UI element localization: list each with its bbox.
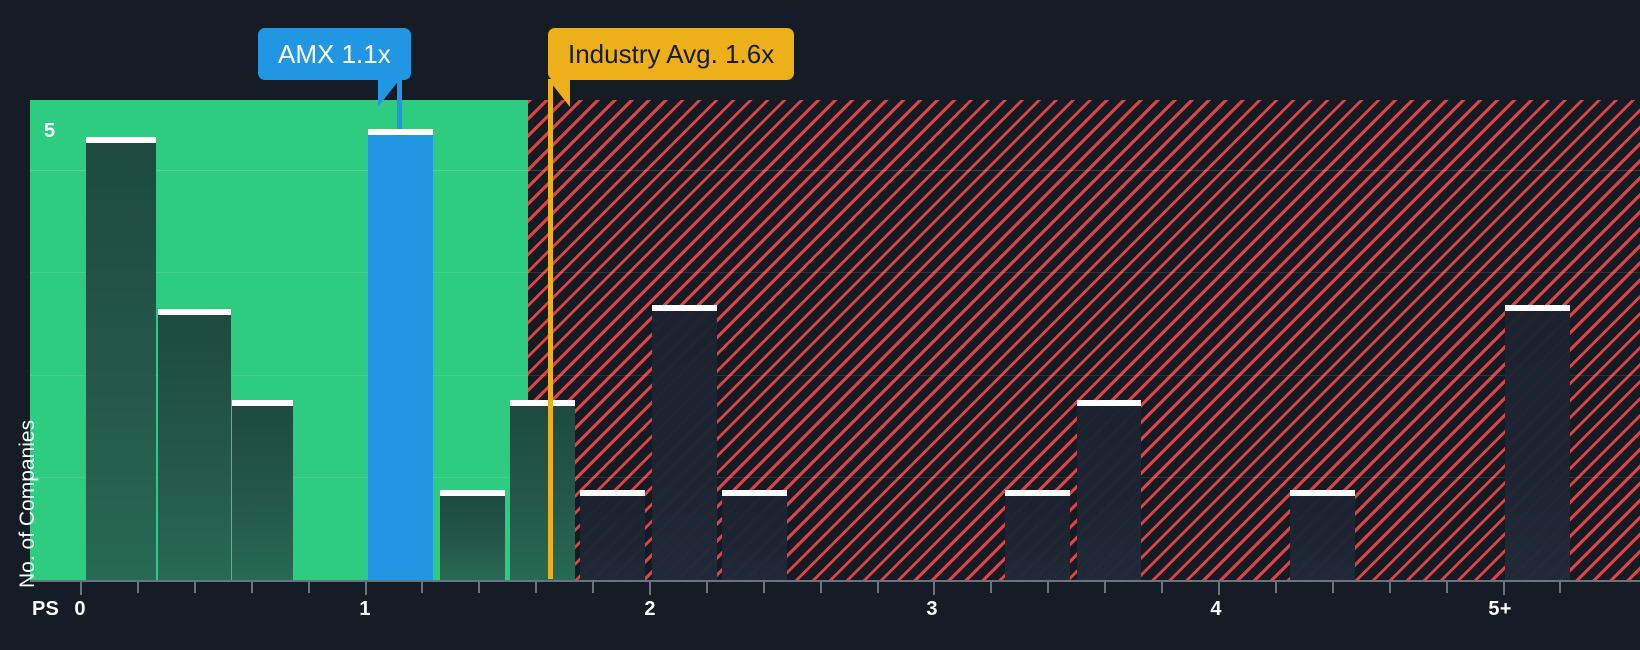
bar[interactable] (158, 309, 231, 580)
x-axis-tick-label: 2 (644, 598, 656, 620)
x-axis-major-tick (365, 582, 367, 595)
x-axis-minor-tick (478, 582, 480, 593)
x-axis-minor-tick (194, 582, 196, 593)
bar-cap (232, 399, 293, 406)
x-axis-major-tick (933, 582, 935, 595)
bar-body (368, 134, 433, 580)
bar-body (1505, 311, 1570, 580)
bar[interactable] (1005, 489, 1070, 580)
x-axis-tick-label: 1 (359, 598, 371, 620)
bar-body (652, 311, 717, 580)
x-axis-minor-tick (1161, 582, 1163, 593)
bar-body (1005, 495, 1070, 580)
bar-body (1290, 495, 1355, 580)
x-axis-minor-tick (763, 582, 765, 593)
bar-body (510, 405, 575, 580)
x-axis-minor-tick (1332, 582, 1334, 593)
bar-body (158, 315, 231, 580)
bar[interactable] (440, 489, 505, 580)
amx-callout-label: AMX 1.1x (278, 39, 391, 69)
x-axis-minor-tick (308, 582, 310, 593)
x-axis-major-tick (80, 582, 82, 595)
x-axis-major-tick (1218, 582, 1220, 595)
x-axis-minor-tick (137, 582, 139, 593)
industry-avg-callout-tail (548, 79, 570, 107)
x-axis-line (30, 580, 1640, 582)
x-axis-minor-tick (877, 582, 879, 593)
bar[interactable] (580, 489, 645, 580)
industry-avg-callout-label: Industry Avg. 1.6x (568, 39, 775, 69)
bar-amx-highlight[interactable] (368, 128, 433, 580)
amx-callout-tail (378, 79, 400, 107)
x-axis-minor-tick (1275, 582, 1277, 593)
bar-body (86, 142, 156, 580)
x-axis-minor-tick (421, 582, 423, 593)
bar-cap (86, 136, 156, 143)
x-axis-major-tick (1503, 582, 1505, 595)
bar-cap (1005, 489, 1070, 496)
x-axis-minor-tick (535, 582, 537, 593)
bar-cap (368, 128, 433, 135)
bar-body (580, 495, 645, 580)
x-axis-minor-tick (592, 582, 594, 593)
x-axis-minor-tick (1559, 582, 1561, 593)
bar-body (1077, 405, 1141, 580)
x-axis-minor-tick (706, 582, 708, 593)
amx-callout[interactable]: AMX 1.1x (258, 28, 411, 80)
bar[interactable] (1290, 489, 1355, 580)
bar[interactable] (1505, 305, 1570, 580)
bar-cap (440, 489, 505, 496)
industry-avg-marker-stem (548, 79, 553, 579)
x-axis-minor-tick (1446, 582, 1448, 593)
x-axis-tick-label: 4 (1210, 598, 1222, 620)
x-axis-major-tick (649, 582, 651, 595)
bar[interactable] (232, 399, 293, 580)
x-axis-tick-label: 5+ (1488, 598, 1512, 620)
bar-cap (652, 305, 717, 312)
x-axis-prefix-label: PS (32, 598, 60, 620)
plot-area (30, 100, 1640, 580)
y-axis-tick-5: 5 (44, 120, 56, 142)
bar-cap (580, 489, 645, 496)
bar-cap (158, 309, 231, 316)
gridline (30, 272, 1640, 274)
bar-body (722, 495, 787, 580)
x-axis-minor-tick (1104, 582, 1106, 593)
bar-cap (722, 489, 787, 496)
gridline (30, 169, 1640, 171)
x-axis-tick-label: 0 (74, 598, 86, 620)
bar[interactable] (652, 305, 717, 580)
bar-cap (510, 399, 575, 406)
bar-body (232, 405, 293, 580)
bar[interactable] (86, 136, 156, 580)
y-axis-label: No. of Companies (16, 419, 39, 588)
x-axis-minor-tick (1047, 582, 1049, 593)
gridline (30, 477, 1640, 479)
bar-cap (1505, 305, 1570, 312)
bar-cap (1077, 399, 1141, 406)
x-axis-minor-tick (990, 582, 992, 593)
x-axis-tick-label: 3 (926, 598, 938, 620)
bar-body (440, 495, 505, 580)
industry-avg-callout[interactable]: Industry Avg. 1.6x (548, 28, 795, 80)
bar[interactable] (510, 399, 575, 580)
x-axis-minor-tick (820, 582, 822, 593)
gridline (30, 374, 1640, 376)
x-axis-minor-tick (251, 582, 253, 593)
bar-cap (1290, 489, 1355, 496)
bar[interactable] (1077, 399, 1141, 580)
bar[interactable] (722, 489, 787, 580)
x-axis-minor-tick (1389, 582, 1391, 593)
